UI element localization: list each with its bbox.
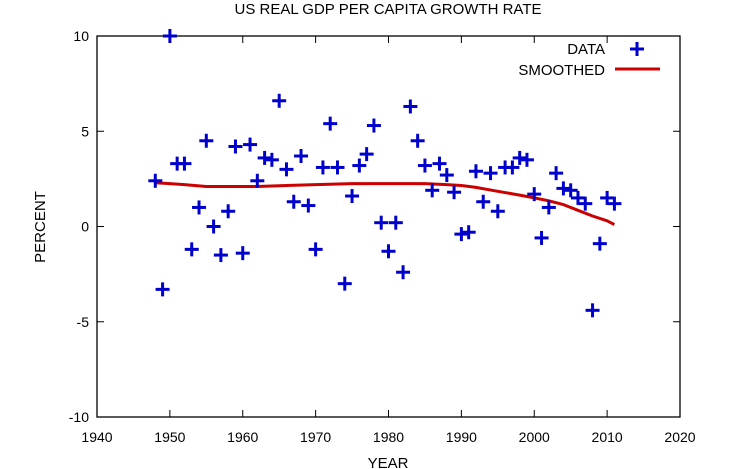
x-axis-tick-labels: 1940 1950 1960 1970 1980 1990 2000 2010 2020 — [81, 429, 695, 445]
data-point — [490, 204, 505, 219]
data-point — [301, 198, 316, 213]
data-point — [235, 246, 250, 261]
data-point — [592, 236, 607, 251]
x-tick-label: 1970 — [300, 429, 331, 445]
y-axis-tick-labels: -10 -5 0 5 10 — [69, 28, 89, 425]
data-point — [556, 181, 571, 196]
legend: DATA SMOOTHED — [518, 41, 660, 79]
y-tick-label: -5 — [77, 314, 90, 330]
legend-label-smoothed: SMOOTHED — [518, 62, 605, 79]
data-point — [439, 168, 454, 183]
x-tick-label: 2010 — [592, 429, 623, 445]
legend-label-data: DATA — [567, 41, 605, 58]
data-point — [221, 204, 236, 219]
data-point — [257, 150, 272, 165]
data-point — [315, 160, 330, 175]
data-point — [519, 152, 534, 167]
data-point — [228, 139, 243, 154]
data-point — [578, 196, 593, 211]
data-point — [585, 303, 600, 318]
legend-marker-plus-icon — [630, 42, 644, 56]
x-tick-label: 2020 — [664, 429, 695, 445]
data-point — [512, 150, 527, 165]
x-tick-label: 1940 — [81, 429, 112, 445]
data-point — [454, 227, 469, 242]
data-point — [286, 194, 301, 209]
x-tick-label: 1960 — [227, 429, 258, 445]
data-series — [148, 29, 622, 318]
data-point — [308, 242, 323, 257]
data-point — [162, 29, 177, 43]
smoothed-line — [155, 181, 616, 226]
data-point — [177, 156, 192, 171]
data-point — [461, 225, 476, 240]
data-point — [417, 158, 432, 173]
data-point — [366, 118, 381, 133]
data-point — [155, 282, 170, 297]
data-point — [381, 244, 396, 259]
data-point — [432, 156, 447, 171]
data-point — [425, 183, 440, 198]
data-point — [541, 200, 556, 215]
x-tick-label: 1980 — [373, 429, 404, 445]
legend-plus-marker — [630, 42, 644, 56]
data-point — [505, 160, 520, 175]
y-axis-ticks — [97, 130, 680, 323]
data-point — [243, 137, 258, 152]
chart-title: US REAL GDP PER CAPITA GROWTH RATE — [235, 1, 542, 18]
data-point — [549, 166, 564, 181]
data-point — [264, 152, 279, 167]
data-point — [447, 185, 462, 200]
data-point — [148, 173, 163, 188]
data-point — [294, 149, 309, 164]
x-tick-label: 1990 — [446, 429, 477, 445]
data-point — [527, 187, 542, 202]
data-point — [199, 133, 214, 148]
y-axis-title: PERCENT — [32, 191, 49, 263]
data-point — [607, 196, 622, 211]
x-tick-label: 2000 — [519, 429, 550, 445]
data-point — [410, 133, 425, 148]
data-point — [374, 215, 389, 230]
smoothed-series — [155, 181, 616, 226]
data-point — [570, 190, 585, 205]
data-point — [403, 99, 418, 114]
y-tick-label: 10 — [73, 28, 89, 44]
data-point — [330, 160, 345, 175]
data-point — [534, 230, 549, 245]
x-tick-label: 1950 — [154, 429, 185, 445]
data-point — [206, 219, 221, 234]
data-point — [323, 116, 338, 131]
x-axis-ticks — [169, 36, 608, 417]
data-point — [345, 189, 360, 204]
x-axis-title: YEAR — [368, 455, 409, 469]
data-point — [352, 158, 367, 173]
y-tick-label: 5 — [81, 123, 89, 139]
data-point — [184, 242, 199, 257]
data-point — [359, 147, 374, 162]
y-tick-label: 0 — [81, 219, 89, 235]
plot-frame — [96, 35, 681, 418]
data-point — [563, 183, 578, 198]
data-point — [213, 248, 228, 263]
data-point — [396, 265, 411, 280]
data-point — [279, 162, 294, 177]
data-point — [468, 164, 483, 179]
data-point — [192, 200, 207, 215]
data-point — [272, 93, 287, 108]
plot-border — [96, 35, 681, 418]
data-point — [388, 215, 403, 230]
data-point — [600, 190, 615, 205]
data-point — [337, 276, 352, 291]
data-point — [476, 194, 491, 209]
y-tick-label: -10 — [69, 409, 89, 425]
data-point — [250, 173, 265, 188]
data-point — [483, 166, 498, 181]
